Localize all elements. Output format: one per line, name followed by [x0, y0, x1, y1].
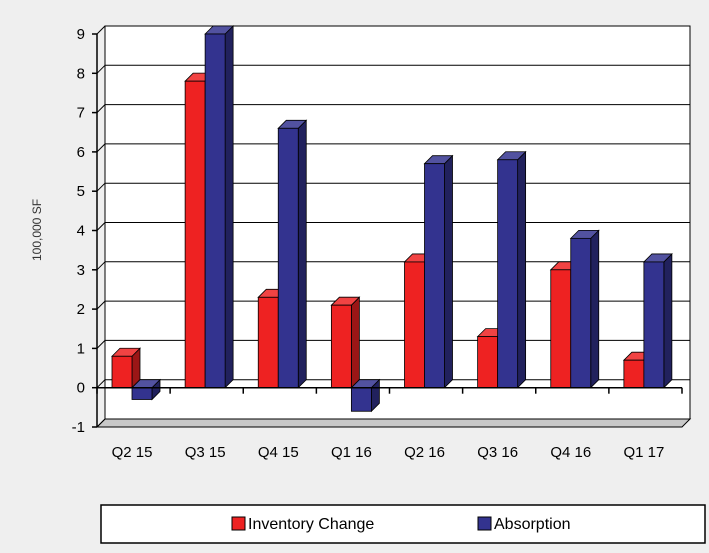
y-tick-label: 8 — [77, 65, 85, 82]
y-tick-label: 2 — [77, 301, 85, 318]
gridline-side — [96, 340, 106, 349]
x-axis: Q2 15 Q3 15 Q4 15 Q1 16 Q2 16 Q3 16 Q4 16 Q1 17 — [96, 386, 683, 461]
plot-area — [95, 25, 692, 428]
y-tick-label: 4 — [77, 223, 85, 240]
bar-side — [517, 150, 527, 389]
legend: Inventory Change Absorption — [100, 504, 706, 544]
bar-side — [444, 154, 453, 389]
floor — [95, 418, 692, 428]
y-axis-label: 100,000 SF — [30, 199, 44, 261]
bar-front — [623, 359, 645, 389]
y-tick-label: 0 — [77, 380, 85, 397]
bar-front — [497, 159, 519, 389]
y-tick-label: 9 — [77, 26, 85, 43]
bar — [423, 154, 454, 389]
y-tick-label: 3 — [77, 262, 85, 279]
bar-front — [277, 127, 299, 389]
x-tick-label: Q2 16 — [404, 444, 445, 461]
bar-front — [570, 237, 592, 389]
x-tick-label: Q1 17 — [623, 444, 664, 461]
gridline-side — [96, 64, 106, 74]
bar-front — [424, 163, 445, 389]
gridline-side — [96, 300, 106, 310]
bar-front — [550, 269, 572, 389]
y-tick-label: 7 — [77, 105, 85, 122]
x-tick-label: Q4 15 — [258, 444, 299, 461]
legend-label: Inventory Change — [248, 516, 374, 533]
bar-front — [330, 304, 352, 389]
bar-front — [184, 80, 206, 389]
legend-swatch — [231, 516, 246, 531]
y-tick-label: -1 — [72, 419, 85, 436]
legend-box — [100, 504, 706, 544]
gridline-side — [96, 143, 106, 153]
x-tick-label: Q1 16 — [331, 444, 372, 461]
x-tick-label: Q3 16 — [477, 444, 518, 461]
bar-front — [111, 355, 133, 389]
bar-side — [224, 25, 234, 389]
gridline-side — [96, 104, 106, 113]
gridline-side — [96, 25, 106, 35]
gridline-side — [96, 418, 106, 428]
y-axis: -1 0 1 2 3 4 5 6 7 8 9 — [72, 26, 98, 436]
x-tick-label: Q3 15 — [185, 444, 226, 461]
bar — [569, 229, 600, 389]
gridline-side — [96, 222, 106, 231]
bar-side — [297, 119, 307, 389]
y-tick-label: 6 — [77, 144, 85, 161]
bar-side — [590, 229, 600, 389]
bar-front — [131, 387, 153, 400]
y-tick-label: 5 — [77, 183, 85, 200]
gridline-side — [96, 182, 106, 192]
gridline-side — [96, 261, 106, 271]
x-tick-label: Q2 15 — [112, 444, 153, 461]
bar — [111, 347, 141, 389]
legend-label: Absorption — [494, 516, 571, 533]
bar-front — [477, 336, 499, 389]
x-tick-label: Q4 16 — [550, 444, 591, 461]
legend-swatch — [477, 516, 492, 531]
bar-front — [350, 387, 372, 412]
bar — [642, 252, 673, 389]
bar-side — [663, 252, 673, 389]
legend-item: Inventory Change — [231, 516, 374, 533]
bar — [277, 119, 308, 389]
gridline-side — [96, 379, 106, 389]
bar-front — [257, 296, 279, 389]
bar-front — [404, 261, 425, 389]
bar — [350, 378, 381, 413]
bar — [496, 150, 527, 389]
bar — [204, 25, 235, 389]
bar-side — [350, 296, 360, 389]
legend-item: Absorption — [477, 516, 571, 533]
y-tick-label: 1 — [77, 340, 85, 357]
bar-front — [204, 33, 226, 389]
bar — [330, 296, 361, 389]
bar-front — [643, 261, 665, 389]
